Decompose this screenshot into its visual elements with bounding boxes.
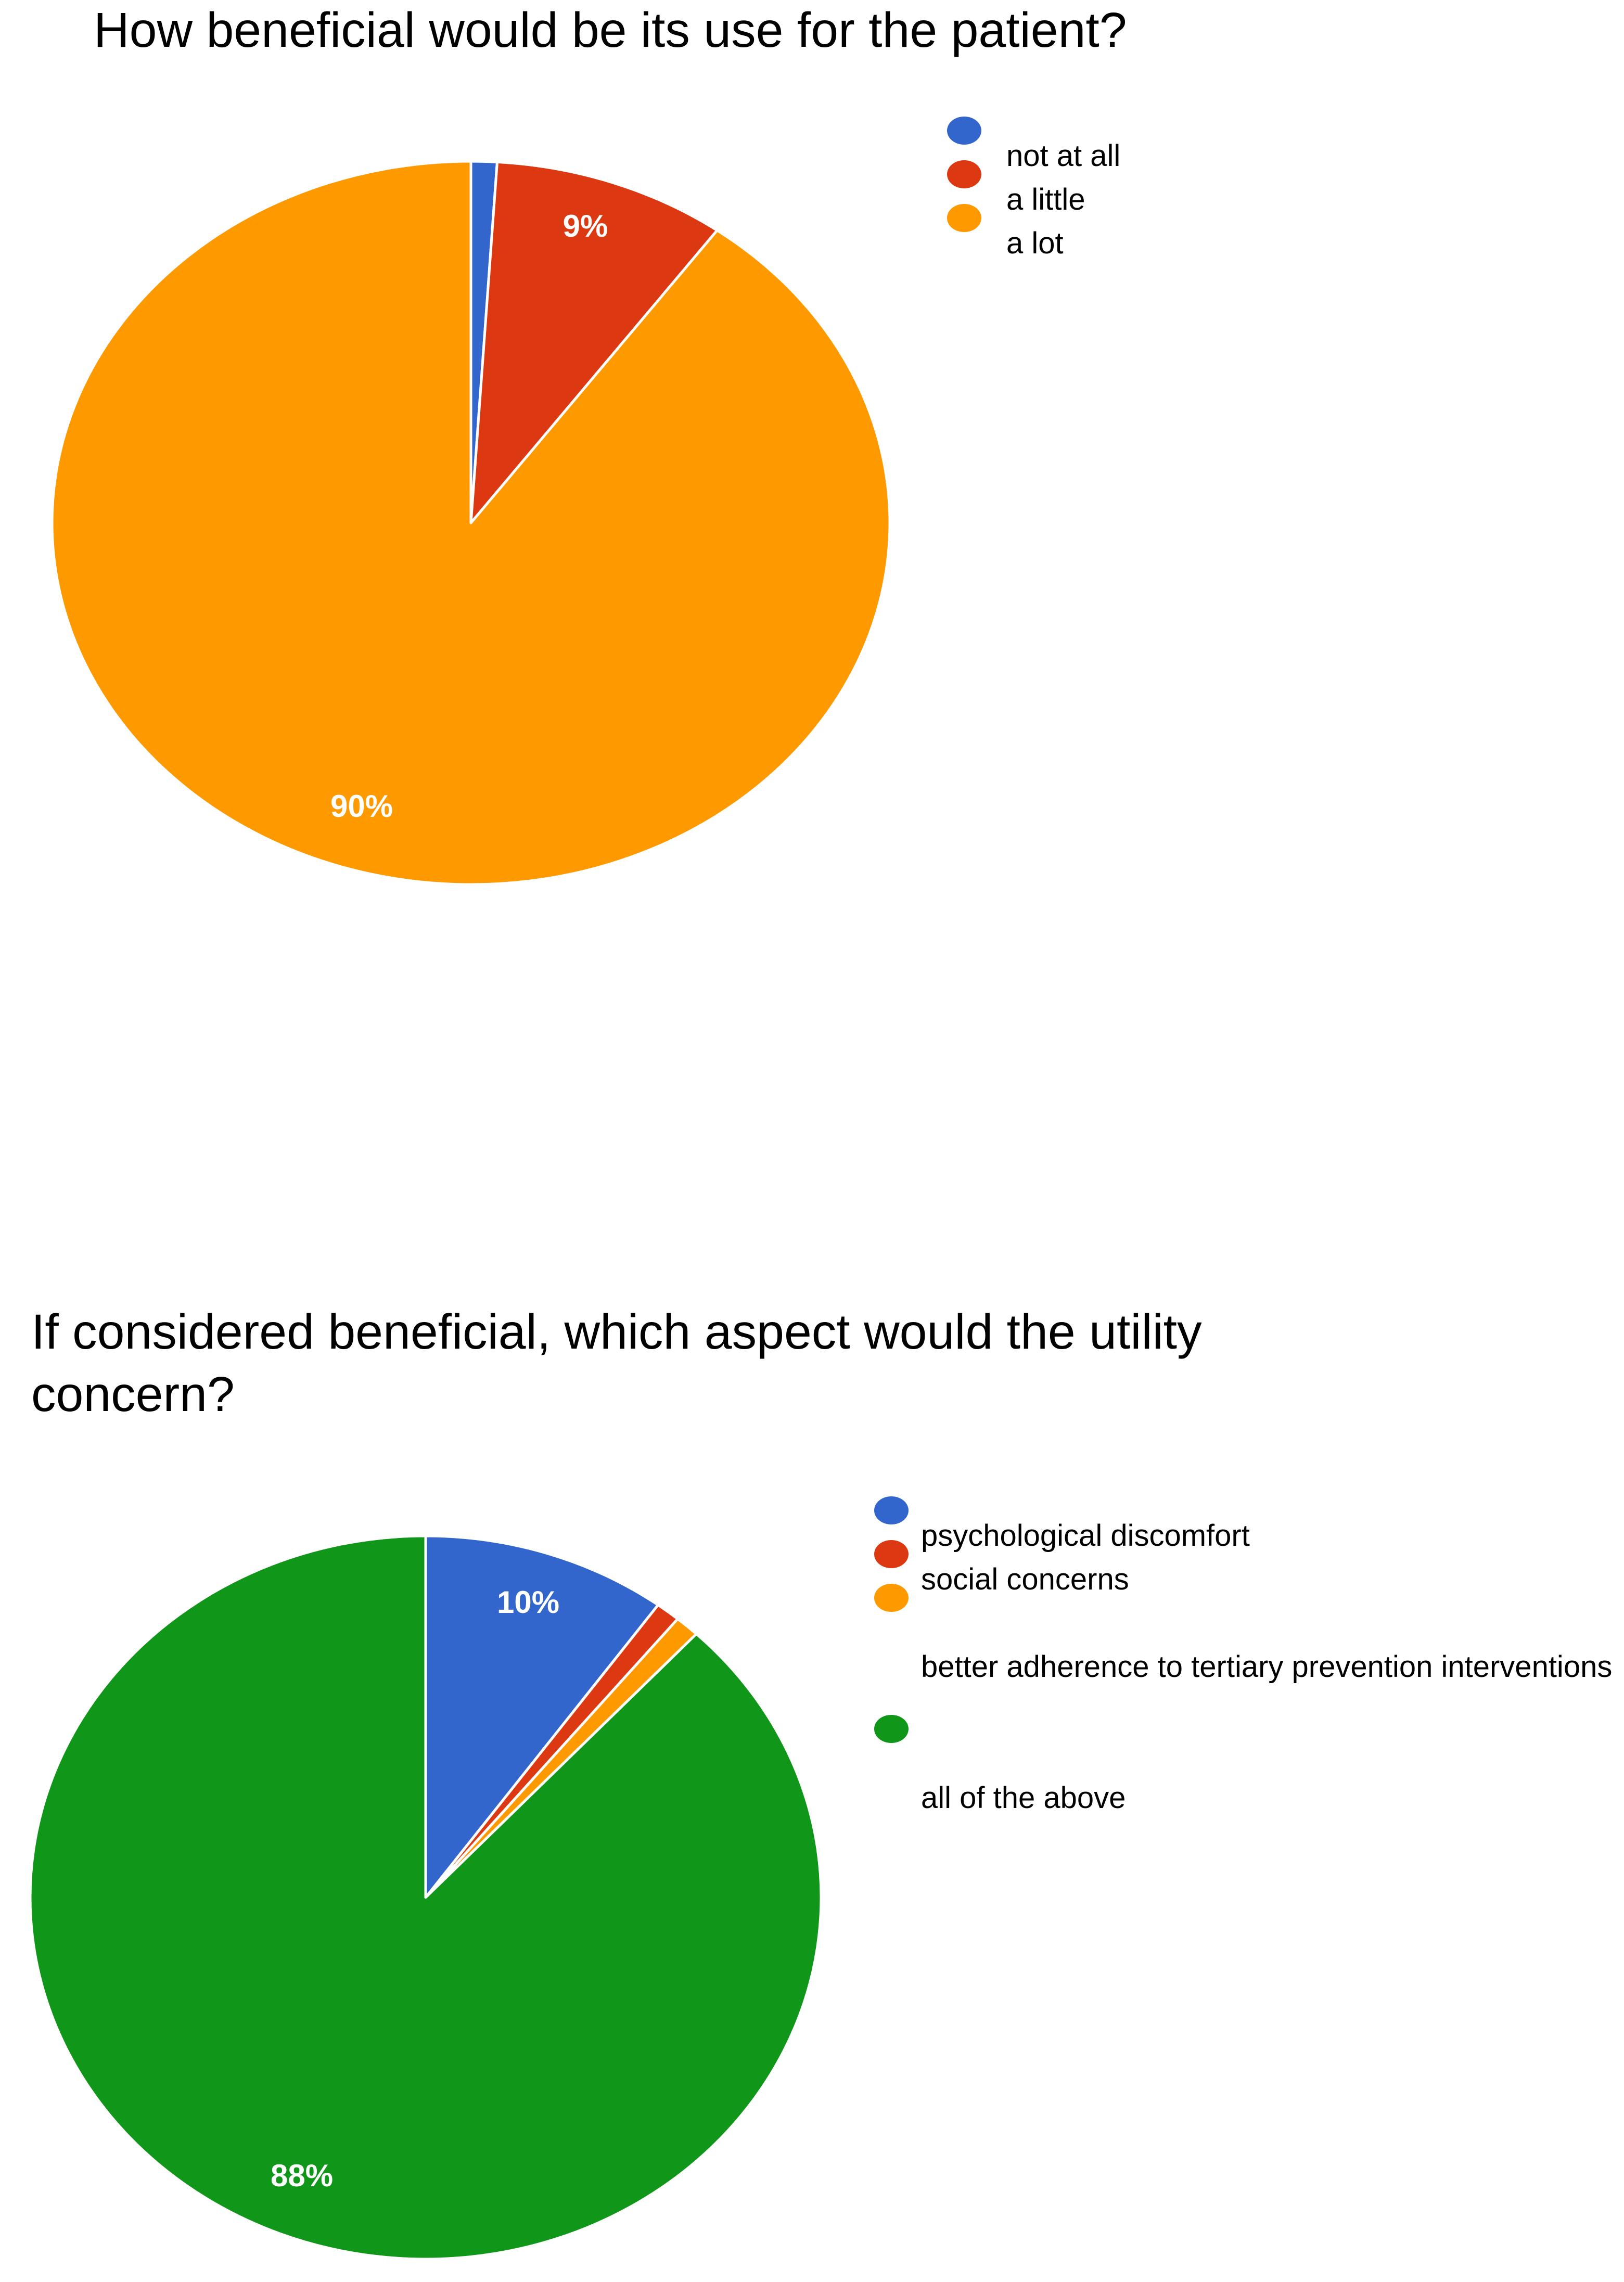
legend-swatch — [947, 117, 981, 145]
legend-label: not at all — [1006, 139, 1121, 173]
legend-label: a little — [1006, 183, 1085, 216]
legend-swatch — [874, 1715, 909, 1743]
legend-label: better adherence to tertiary prevention … — [921, 1650, 1613, 1684]
legend-item-a-little[interactable]: a little — [947, 160, 1120, 216]
pie-chart-utility-aspect: If considered beneficial, which aspect w… — [0, 1280, 1624, 2282]
chart-legend: not at all a little a lot — [947, 117, 1120, 260]
legend-label: social concerns — [921, 1562, 1129, 1596]
legend-item-not-at-all[interactable]: not at all — [947, 117, 1120, 173]
legend-label: a lot — [1006, 226, 1064, 260]
legend-swatch — [874, 1584, 909, 1612]
chart-title: How beneficial would be its use for the … — [94, 3, 1127, 58]
pie-slice-a-little[interactable] — [469, 160, 719, 524]
pie-slice-psychological-discomfort[interactable] — [424, 1534, 660, 1899]
legend-item-all-of-the-above[interactable]: all of the above — [874, 1715, 1612, 1848]
pie-slice-all-of-the-above[interactable] — [29, 1534, 823, 2261]
pie-plot: 9% 90% — [50, 160, 891, 886]
legend-swatch — [947, 204, 981, 232]
pie-chart-patient-benefit: How beneficial would be its use for the … — [50, 3, 1127, 886]
pie-slice-a-lot[interactable] — [50, 160, 891, 886]
slice-label-a-little: 9% — [563, 209, 608, 243]
pie-plot: 10% 88% — [29, 1534, 823, 2261]
chart-title: If considered beneficial, which aspect w… — [31, 1304, 1202, 1422]
legend-item-social-concerns[interactable]: social concerns — [874, 1540, 1612, 1596]
legend-item-psychological-discomfort[interactable]: psychological discomfort — [874, 1496, 1612, 1553]
slice-label-a-lot: 90% — [330, 789, 393, 824]
legend-swatch — [947, 160, 981, 188]
slice-label-all-of-the-above: 88% — [271, 2158, 333, 2193]
slice-label-psychological-discomfort: 10% — [497, 1585, 559, 1620]
legend-label: all of the above — [921, 1781, 1126, 1815]
legend-swatch — [874, 1496, 909, 1524]
legend-item-a-lot[interactable]: a lot — [947, 204, 1120, 260]
legend-item-better-adherence[interactable]: better adherence to tertiary prevention … — [874, 1584, 1613, 1717]
chart-legend: psychological discomfort social concerns… — [874, 1496, 1613, 1848]
legend-swatch — [874, 1540, 909, 1568]
legend-label: psychological discomfort — [921, 1519, 1250, 1553]
